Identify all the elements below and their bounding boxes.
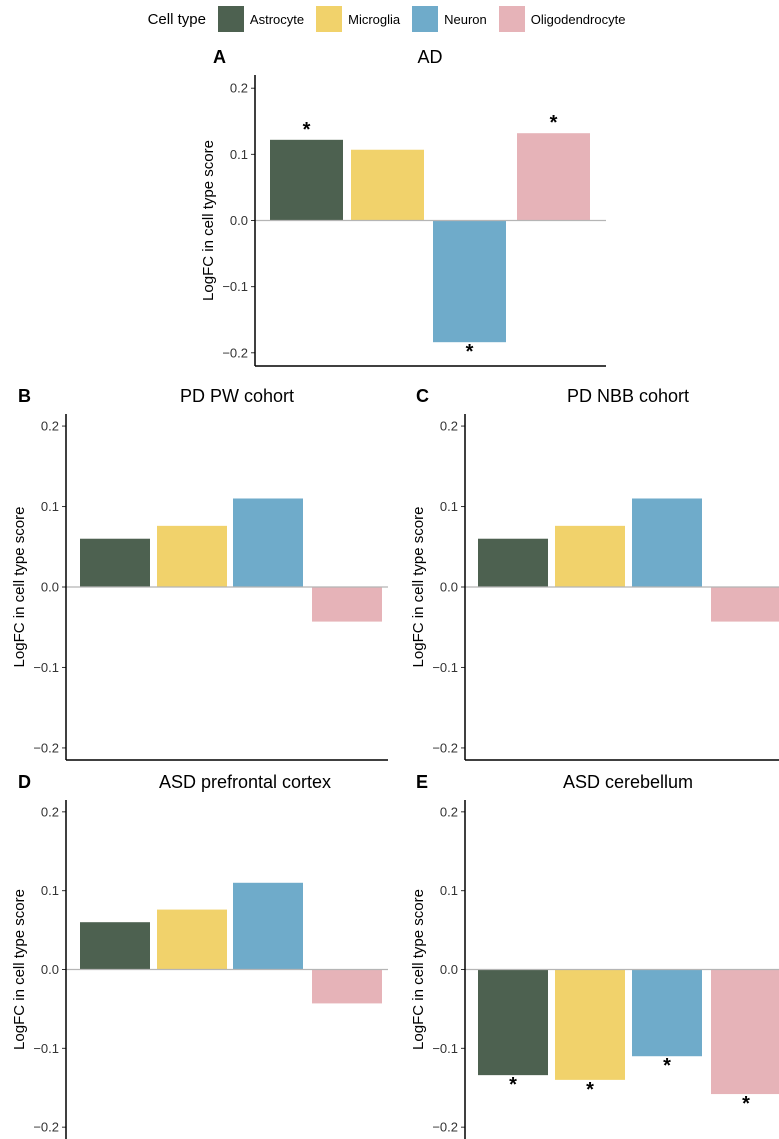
significance-star-e-neuron: *	[663, 1055, 671, 1077]
y-tick-label-a: 0.0	[230, 213, 248, 228]
bar-b-oligodendrocyte	[312, 587, 382, 622]
panel-title-e: ASD cerebellum	[563, 772, 693, 792]
y-axis-label-a: LogFC in cell type score	[200, 140, 217, 301]
y-axis-label-d: LogFC in cell type score	[11, 889, 28, 1050]
panel-letter-a: A	[213, 47, 226, 67]
y-tick-label-d: 0.2	[41, 804, 59, 819]
bar-a-astrocyte	[270, 139, 343, 221]
legend-label-oligodendrocyte: Oligodendrocyte	[530, 11, 626, 27]
y-tick-label-b: 0.2	[41, 419, 59, 434]
legend: Cell type Astrocyte Microglia Neuron Oli…	[0, 4, 779, 34]
bar-c-neuron	[632, 498, 702, 587]
panel-title-d: ASD prefrontal cortex	[159, 772, 331, 792]
bar-c-oligodendrocyte	[711, 587, 779, 622]
y-tick-label-c: 0.2	[440, 419, 458, 434]
legend-title: Cell type	[147, 10, 206, 28]
legend-item-oligodendrocyte: Oligodendrocyte	[498, 6, 626, 32]
legend-swatch-oligodendrocyte	[498, 6, 525, 32]
legend-label-microglia: Microglia	[348, 11, 401, 27]
y-tick-label-c: −0.1	[432, 660, 458, 675]
y-tick-label-b: −0.2	[33, 740, 59, 755]
y-tick-label-a: −0.2	[222, 345, 248, 360]
y-tick-label-c: 0.1	[440, 499, 458, 514]
y-tick-label-b: 0.0	[41, 580, 59, 595]
y-tick-label-e: 0.1	[440, 883, 458, 898]
bar-c-astrocyte	[478, 538, 548, 587]
bar-e-neuron	[632, 969, 702, 1057]
y-tick-label-b: −0.1	[33, 660, 59, 675]
y-tick-label-e: −0.2	[432, 1120, 458, 1135]
panel-letter-c: C	[416, 386, 429, 406]
significance-star-e-microglia: *	[586, 1079, 594, 1101]
y-tick-label-d: 0.0	[41, 962, 59, 977]
panel-letter-b: B	[18, 386, 31, 406]
panel-letter-d: D	[18, 772, 31, 792]
bar-d-oligodendrocyte	[312, 969, 382, 1004]
bar-e-oligodendrocyte	[711, 969, 779, 1095]
significance-star-a-astrocyte: *	[303, 119, 311, 141]
legend-item-neuron: Neuron	[412, 6, 487, 32]
bar-b-neuron	[233, 498, 303, 587]
panel-title-c: PD NBB cohort	[567, 386, 689, 406]
y-tick-label-d: 0.1	[41, 883, 59, 898]
y-tick-label-c: −0.2	[432, 740, 458, 755]
panel-letter-e: E	[416, 772, 428, 792]
legend-label-neuron: Neuron	[444, 11, 487, 27]
bar-d-neuron	[233, 882, 303, 970]
y-tick-label-e: 0.2	[440, 804, 458, 819]
y-axis-label-c: LogFC in cell type score	[410, 507, 427, 668]
y-tick-label-c: 0.0	[440, 580, 458, 595]
y-axis-label-e: LogFC in cell type score	[410, 889, 427, 1050]
y-axis-label-b: LogFC in cell type score	[11, 507, 28, 668]
y-tick-label-b: 0.1	[41, 499, 59, 514]
bar-a-oligodendrocyte	[517, 133, 590, 221]
significance-star-a-oligodendrocyte: *	[550, 112, 558, 134]
y-tick-label-e: −0.1	[432, 1041, 458, 1056]
y-tick-label-d: −0.2	[33, 1120, 59, 1135]
y-tick-label-a: 0.2	[230, 81, 248, 96]
legend-swatch-microglia	[316, 6, 343, 32]
panel-title-a: AD	[417, 47, 442, 67]
bar-a-microglia	[351, 149, 424, 221]
legend-swatch-astrocyte	[217, 6, 244, 32]
legend-item-astrocyte: Astrocyte	[217, 6, 305, 32]
significance-star-e-astrocyte: *	[509, 1074, 517, 1096]
bar-d-astrocyte	[80, 922, 150, 970]
bar-b-microglia	[157, 525, 227, 587]
y-tick-label-a: 0.1	[230, 147, 248, 162]
bar-d-microglia	[157, 909, 227, 970]
y-tick-label-a: −0.1	[222, 279, 248, 294]
y-tick-label-d: −0.1	[33, 1041, 59, 1056]
legend-label-astrocyte: Astrocyte	[249, 11, 305, 27]
significance-star-e-oligodendrocyte: *	[742, 1093, 750, 1115]
bar-c-microglia	[555, 525, 625, 587]
y-tick-label-e: 0.0	[440, 962, 458, 977]
panel-title-b: PD PW cohort	[180, 386, 294, 406]
bar-e-astrocyte	[478, 969, 548, 1076]
bar-a-neuron	[433, 220, 506, 343]
significance-star-a-neuron: *	[466, 341, 474, 363]
legend-item-microglia: Microglia	[316, 6, 400, 32]
legend-swatch-neuron	[412, 6, 439, 32]
bar-e-microglia	[555, 969, 625, 1080]
bar-b-astrocyte	[80, 538, 150, 587]
